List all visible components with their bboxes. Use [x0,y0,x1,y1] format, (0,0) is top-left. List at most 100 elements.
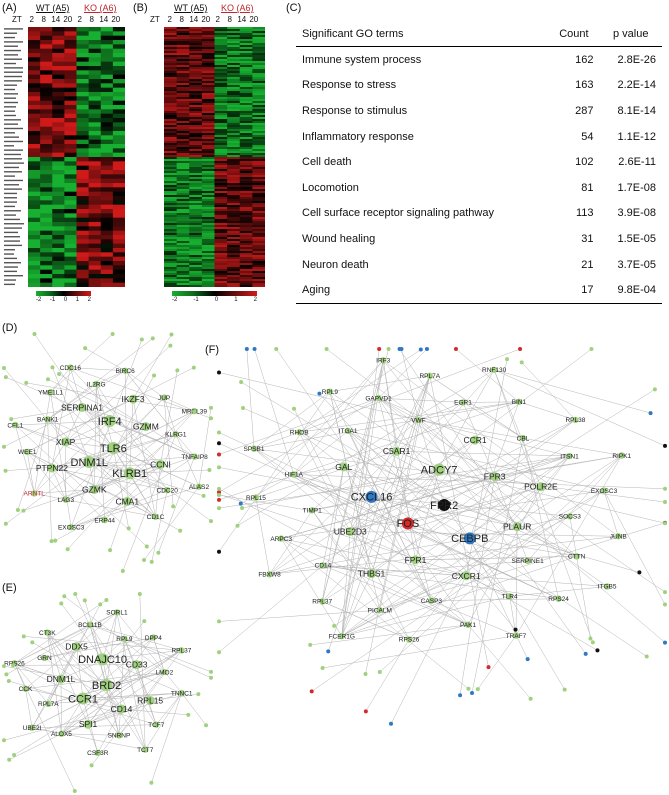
zt-time-1: 8 [41,15,46,24]
network-node [319,562,327,569]
network-node [238,501,243,506]
network-edge [459,476,495,696]
network-node-label: RPL7A [38,701,59,708]
network-edge [181,692,207,726]
network-edge [378,397,471,539]
network-node [101,516,108,524]
network-edge [444,419,576,506]
network-node-label: IKZF3 [121,394,144,404]
network-edge [3,665,107,686]
network-edge [341,455,622,637]
zt-time-5: 8 [89,15,94,24]
network-edge [396,451,570,457]
network-edge [61,603,103,660]
network-edge [321,360,384,602]
network-node [512,632,520,639]
network-edge [106,612,118,686]
network-node [309,689,314,694]
network-edge [527,455,622,562]
network-edge [31,646,77,728]
network-node-label: CCR1 [68,693,98,705]
zt-time-1: 8 [179,15,184,24]
heatmap-b [164,27,265,287]
network-node [518,347,523,351]
network-edge [509,586,608,597]
network-edge [26,382,195,412]
network-edge [3,407,83,447]
network-edge [326,348,495,477]
network-node [3,468,8,473]
network-node [217,370,221,375]
network-edge [70,367,161,465]
network-edge [15,424,147,547]
network-node [326,649,331,654]
network-node [123,467,136,480]
network-edge [143,486,200,561]
zt-time-4: 2 [77,15,82,24]
network-node [57,371,62,376]
go-pvalue: 1.5E-05 [617,232,656,245]
network-edge [350,531,469,625]
network-node-label: CD33 [126,660,148,670]
network-edge [327,451,397,652]
heatmap-b-wt-label: WT (A5) [174,3,208,13]
network-edge [150,693,199,701]
network-edge [76,646,84,699]
network-edge [603,490,619,537]
network-node [428,597,435,604]
network-node-label: RPS26 [4,661,25,668]
network-node-label: RPL7A [419,373,440,380]
network-node-label: CDC20 [157,487,179,494]
network-node [595,648,600,653]
network-node [438,499,451,511]
go-row: Neuron death 21 3.7E-05 [296,252,662,278]
network-edge [281,476,495,539]
network-edge [569,516,591,639]
go-term: Immune system process [302,53,422,66]
network-edge [347,430,516,630]
network-edge [160,370,178,465]
network-node-label: PTPN22 [36,463,68,473]
network-node-label: DDX5 [65,642,88,652]
go-row: Immune system process 162 2.8E-26 [296,47,662,73]
network-node-label: GAL [335,462,352,472]
network-edge [113,447,200,487]
network-edge [379,375,431,611]
network-edge [85,347,126,371]
network-node [6,678,11,683]
network-edge [65,345,171,443]
network-edge [237,369,495,526]
network-node [86,621,94,628]
network-edge [51,464,161,469]
network-node-label: DNAJC10 [78,654,127,666]
go-pvalue: 1.7E-08 [617,181,656,194]
network-node-label: ALAS2 [189,484,210,491]
network-edge [25,671,165,689]
network-node [191,365,196,370]
go-col-pvalue: p value [599,22,662,47]
network-node [365,490,378,503]
network-edge [312,455,622,511]
network-edge [145,692,182,750]
network-node [50,365,55,370]
network-node [506,593,513,600]
zt-label: ZT [150,15,160,24]
network-edge [175,434,200,487]
network-edge [218,467,372,498]
network-edge [281,538,467,577]
network-edge [241,381,445,506]
network-node [178,528,183,533]
network-node [252,347,257,351]
panel-label-a: (A) [2,2,17,14]
network-node [401,517,414,530]
network-node [83,719,93,729]
network-node [344,427,352,435]
network-node-label: LAG3 [57,497,74,504]
network-node [590,640,595,645]
network-edge [218,494,577,557]
network-node [505,357,510,362]
network-edge [87,637,154,725]
network-node [89,763,94,768]
network-edge [341,348,380,637]
network-node [72,789,77,793]
